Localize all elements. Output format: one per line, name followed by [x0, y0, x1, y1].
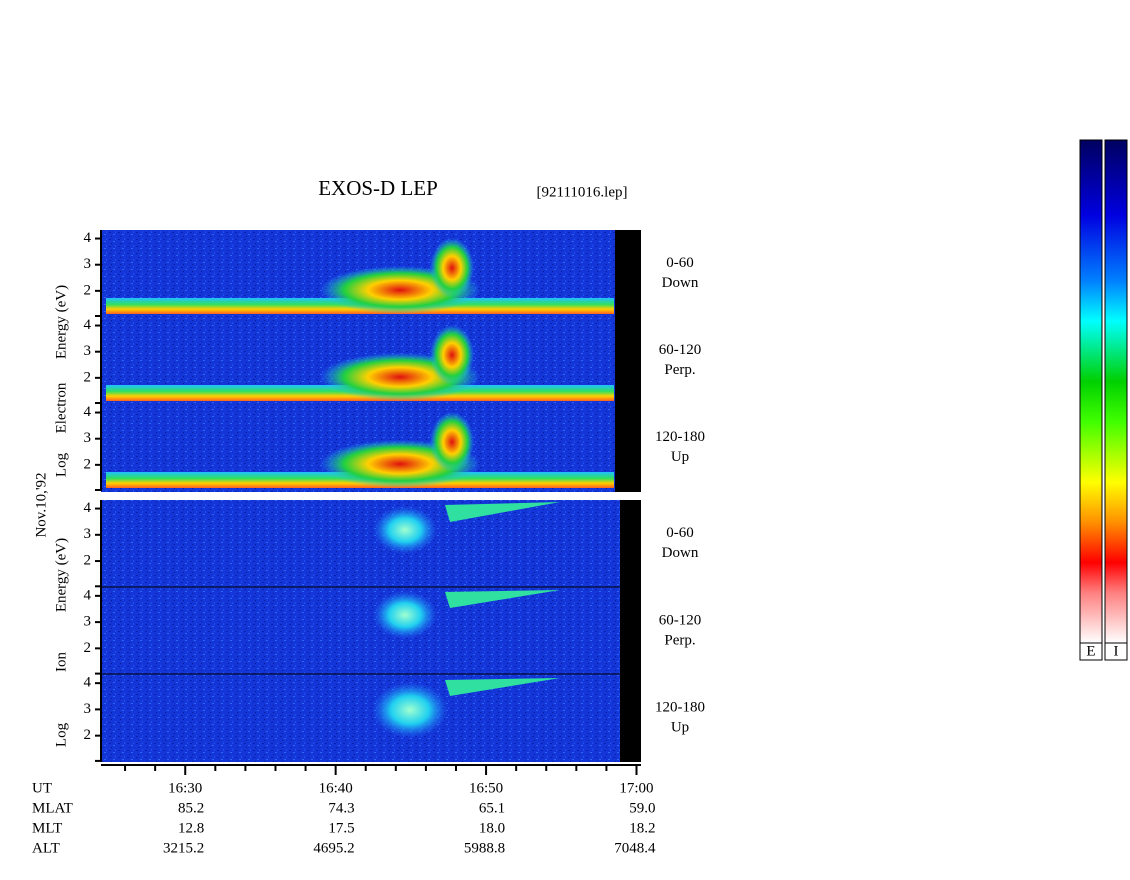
y-tick-label: 2: [84, 282, 92, 298]
y-tick-label: 2: [84, 456, 92, 472]
colorbar-label-box: [1104, 642, 1128, 661]
direction: Down: [662, 545, 699, 561]
pitch-angle: 120-180: [655, 429, 705, 445]
y-tick-label: 4: [84, 404, 92, 420]
y-tick-label: 2: [84, 727, 92, 743]
row-label: MLT: [32, 820, 62, 836]
title: EXOS-D LEP: [318, 176, 438, 200]
pitch-angle: 120-180: [655, 700, 705, 716]
direction: Perp.: [664, 632, 695, 648]
y-tick-label: 3: [84, 343, 92, 359]
y-axis-label: Electron: [53, 382, 69, 433]
y-axis-label: Energy (eV): [53, 285, 69, 359]
direction: Up: [671, 449, 689, 465]
y-tick-label: 3: [84, 430, 92, 446]
y-tick-label: 2: [84, 369, 92, 385]
y-tick-label: 4: [84, 675, 92, 691]
row-value: 4695.2: [313, 840, 354, 856]
no-data: [620, 500, 641, 762]
pitch-angle: 60-120: [659, 342, 702, 358]
pitch-angle: 0-60: [666, 525, 694, 541]
no-data: [615, 230, 641, 492]
x-tick-label: 16:50: [469, 780, 503, 796]
spectrogram-images: [101, 230, 641, 762]
y-tick-label: 4: [84, 317, 92, 333]
colorbar: [1079, 139, 1103, 644]
row-label: MLAT: [32, 800, 73, 816]
x-tick-label: 16:30: [168, 780, 202, 796]
row-value: 7048.4: [614, 840, 656, 856]
colorbar-label: I: [1114, 643, 1119, 659]
y-axis-label: Log: [53, 452, 69, 477]
colorbar-label: E: [1086, 643, 1095, 659]
ion-features: [372, 502, 560, 738]
row-value: 18.2: [629, 820, 655, 836]
y-tick-label: 3: [84, 614, 92, 630]
y-tick-label: 4: [84, 230, 92, 246]
pitch-angle: 0-60: [666, 255, 694, 271]
row-value: 85.2: [178, 800, 204, 816]
pitch-angle: 60-120: [659, 612, 702, 628]
row-label: UT: [32, 780, 52, 796]
y-tick-label: 3: [84, 256, 92, 272]
row-value: 18.0: [479, 820, 505, 836]
row-value: 12.8: [178, 820, 204, 836]
y-tick-label: 2: [84, 640, 92, 656]
y-tick-label: 3: [84, 526, 92, 542]
row-value: 3215.2: [163, 840, 204, 856]
row-value: 74.3: [328, 800, 354, 816]
y-axis-label: Ion: [53, 652, 69, 672]
colorbar: [1104, 139, 1128, 644]
x-tick-label: 16:40: [319, 780, 353, 796]
direction: Perp.: [664, 362, 695, 378]
row-value: 5988.8: [464, 840, 505, 856]
y-axis-label: Energy (eV): [53, 538, 69, 612]
row-value: 59.0: [629, 800, 655, 816]
colorbar-label-box: [1079, 642, 1103, 661]
row-value: 17.5: [328, 820, 354, 836]
row-value: 65.1: [479, 800, 505, 816]
file-name: [92111016.lep]: [537, 184, 628, 200]
row-label: ALT: [32, 840, 60, 856]
date: Nov.10,'92: [33, 472, 49, 537]
y-axis-label: Log: [53, 722, 69, 747]
direction: Up: [671, 720, 689, 736]
y-tick-label: 2: [84, 552, 92, 568]
electron-features: [106, 238, 614, 488]
y-tick-label: 3: [84, 701, 92, 717]
y-tick-label: 4: [84, 587, 92, 603]
ion-image: [101, 500, 641, 762]
x-tick-label: 17:00: [619, 780, 653, 796]
y-tick-label: 4: [84, 500, 92, 516]
direction: Down: [662, 275, 699, 291]
